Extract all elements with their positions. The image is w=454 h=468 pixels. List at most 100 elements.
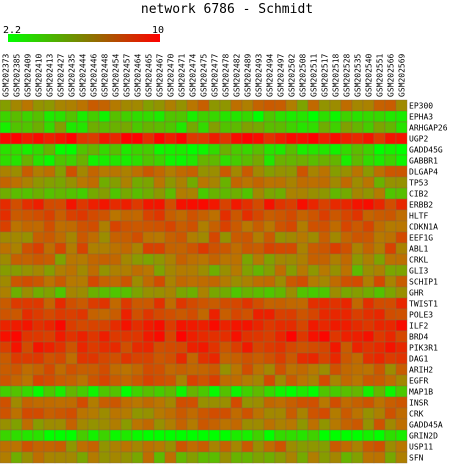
heatmap-cell (329, 308, 342, 321)
heatmap-cell (208, 275, 221, 288)
heatmap-cell (21, 99, 34, 112)
heatmap-cell (373, 110, 386, 123)
heatmap-cell (164, 165, 177, 178)
column-label: GSM202518 (332, 53, 341, 97)
heatmap-cell (98, 429, 111, 442)
heatmap-cell (362, 341, 375, 354)
heatmap-cell (318, 220, 331, 233)
heatmap-cell (186, 176, 199, 189)
heatmap-cell (373, 154, 386, 167)
heatmap-cell (362, 110, 375, 123)
heatmap-cell (241, 396, 254, 409)
heatmap-cell (0, 110, 12, 123)
heatmap-cell (76, 143, 89, 156)
heatmap-cell (131, 253, 144, 266)
heatmap-cell (274, 330, 287, 343)
heatmap-cell (54, 374, 67, 387)
heatmap-cell (175, 275, 188, 288)
heatmap-cell (351, 385, 364, 398)
heatmap-cell (120, 451, 133, 464)
heatmap-cell (186, 363, 199, 376)
heatmap-cell (76, 198, 89, 211)
heatmap-cell (21, 352, 34, 365)
heatmap-cell (87, 154, 100, 167)
heatmap-cell (43, 220, 56, 233)
heatmap-cell (219, 132, 232, 145)
row-label: MAP1B (409, 388, 433, 397)
heatmap-cell (219, 286, 232, 299)
heatmap-cell (87, 220, 100, 233)
heatmap-cell (10, 341, 23, 354)
heatmap-cell (274, 220, 287, 233)
heatmap-cell (285, 396, 298, 409)
column-label: GSM202502 (288, 53, 297, 97)
heatmap-cell (98, 242, 111, 255)
row-label: ILF2 (409, 322, 428, 331)
heatmap-cell (263, 176, 276, 189)
heatmap-cell (274, 187, 287, 200)
heatmap-cell (98, 253, 111, 266)
heatmap-cell (87, 253, 100, 266)
heatmap-cell (65, 440, 78, 453)
heatmap-cell (252, 385, 265, 398)
heatmap-cell (241, 143, 254, 156)
heatmap-cell (54, 407, 67, 420)
row-label: ERBB2 (409, 201, 433, 210)
heatmap-cell (197, 286, 210, 299)
heatmap-cell (373, 418, 386, 431)
heatmap-cell (351, 198, 364, 211)
heatmap-cell (362, 319, 375, 332)
heatmap-cell (0, 264, 12, 277)
heatmap-cell (241, 429, 254, 442)
heatmap-cell (340, 209, 353, 222)
row-label: BRD4 (409, 333, 428, 342)
heatmap-cell (21, 209, 34, 222)
heatmap-cell (208, 220, 221, 233)
heatmap-cell (197, 341, 210, 354)
heatmap-cell (175, 330, 188, 343)
heatmap-cell (142, 209, 155, 222)
heatmap-cell (10, 275, 23, 288)
heatmap-cell (296, 319, 309, 332)
heatmap-cell (131, 176, 144, 189)
heatmap-cell (98, 110, 111, 123)
heatmap-cell (263, 231, 276, 244)
heatmap-cell (120, 253, 133, 266)
heatmap-cell (384, 418, 397, 431)
heatmap-cell (395, 132, 408, 145)
heatmap-cell (131, 165, 144, 178)
heatmap-cell (395, 352, 408, 365)
heatmap-cell (43, 341, 56, 354)
heatmap-cell (186, 341, 199, 354)
heatmap-cell (43, 352, 56, 365)
heatmap-cell (274, 264, 287, 277)
column-label: GSM202508 (299, 53, 308, 97)
heatmap-cell (351, 407, 364, 420)
heatmap-cell (21, 220, 34, 233)
heatmap-cell (362, 165, 375, 178)
heatmap-cell (296, 363, 309, 376)
heatmap-cell (76, 418, 89, 431)
heatmap-cell (164, 264, 177, 277)
heatmap-cell (362, 330, 375, 343)
heatmap-cell (197, 330, 210, 343)
heatmap-cell (340, 154, 353, 167)
heatmap-cell (164, 132, 177, 145)
heatmap-cell (263, 253, 276, 266)
heatmap-cell (373, 297, 386, 310)
heatmap-cell (197, 275, 210, 288)
heatmap-cell (153, 330, 166, 343)
heatmap-cell (307, 176, 320, 189)
heatmap-cell (285, 341, 298, 354)
heatmap-cell (351, 154, 364, 167)
heatmap-cell (219, 264, 232, 277)
heatmap-cell (329, 363, 342, 376)
column-label: GSM202435 (68, 53, 77, 97)
heatmap-cell (10, 297, 23, 310)
heatmap-cell (219, 429, 232, 442)
heatmap-cell (43, 440, 56, 453)
heatmap-cell (230, 187, 243, 200)
heatmap-cell (21, 330, 34, 343)
heatmap-cell (65, 297, 78, 310)
heatmap-cell (351, 352, 364, 365)
